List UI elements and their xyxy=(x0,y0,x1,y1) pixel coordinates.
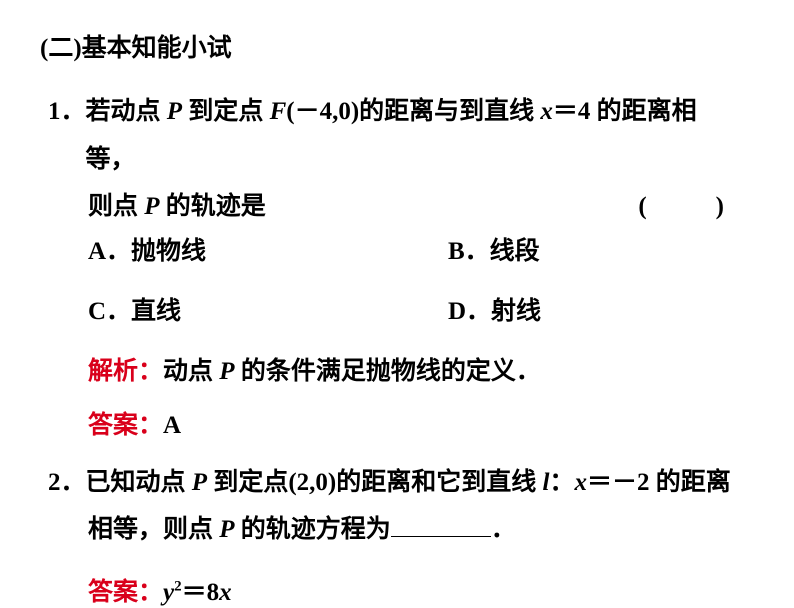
q1-P2: P xyxy=(144,193,159,220)
q2-number: 2． xyxy=(48,459,86,507)
q2-colon: ： xyxy=(549,469,574,496)
q1-options-row2: C．直线 D．射线 xyxy=(48,291,746,327)
q2-l2b: 的轨迹方程为 xyxy=(235,516,391,543)
q2-period: ． xyxy=(491,516,516,543)
q2-t1: 已知动点 xyxy=(86,469,192,496)
q1-t1: 若动点 xyxy=(86,98,167,125)
q2-blank xyxy=(391,517,491,537)
q1-optA: A．抛物线 xyxy=(88,231,448,267)
q1-line2: 则点 P 的轨迹是 ( ) xyxy=(48,183,746,231)
q1-options-row1: A．抛物线 B．线段 xyxy=(48,231,746,267)
q2-line1: 2． 已知动点 P 到定点(2,0)的距离和它到直线 l：x＝－2 的距离 xyxy=(48,459,746,507)
q1-eP: P xyxy=(219,358,234,385)
q1-paren: ( ) xyxy=(638,183,746,231)
q2-y: y xyxy=(163,579,174,606)
q1-t2: 到定点 xyxy=(182,98,270,125)
q2-x: x xyxy=(574,469,587,496)
q2-sq: 2 xyxy=(174,578,182,594)
q2-P: P xyxy=(192,469,207,496)
q1-l2a: 则点 xyxy=(88,193,144,220)
q1-F: F xyxy=(270,98,287,125)
section-heading: (二)基本知能小试 xyxy=(40,28,746,64)
q1-t3: (－4,0)的距离与到直线 xyxy=(286,98,540,125)
q1-P: P xyxy=(167,98,182,125)
q1-text: 若动点 P 到定点 F(－4,0)的距离与到直线 x＝4 的距离相等， xyxy=(86,88,746,183)
q2-line2: 相等，则点 P 的轨迹方程为 ． xyxy=(48,506,746,554)
q2-answer: 答案：y2＝8x xyxy=(48,572,746,608)
q1-line1: 1． 若动点 P 到定点 F(－4,0)的距离与到直线 x＝4 的距离相等， xyxy=(48,88,746,183)
q2-t2: 到定点(2,0)的距离和它到直线 xyxy=(207,469,542,496)
q1-eb: 的条件满足抛物线的定义． xyxy=(235,358,541,385)
q1-ea: 动点 xyxy=(163,358,219,385)
q1-l2-text: 则点 P 的轨迹是 xyxy=(88,183,266,231)
q2-eq: ＝8 xyxy=(182,579,220,606)
q1-optD: D．射线 xyxy=(448,291,541,327)
q2-x2: x xyxy=(219,579,232,606)
q1-number: 1． xyxy=(48,88,86,183)
q2-l2a: 相等，则点 xyxy=(88,516,219,543)
q1-x: x xyxy=(540,98,553,125)
q1-expl-label: 解析： xyxy=(88,358,163,385)
q2-text: 已知动点 P 到定点(2,0)的距离和它到直线 l：x＝－2 的距离 xyxy=(86,459,746,507)
q2-P2: P xyxy=(219,516,234,543)
q1-optB: B．线段 xyxy=(448,231,540,267)
q1-answer: 答案：A xyxy=(48,405,746,441)
q1-optC: C．直线 xyxy=(88,291,448,327)
q1-explanation: 解析：动点 P 的条件满足抛物线的定义． xyxy=(48,351,746,387)
q2-t3: ＝－2 的距离 xyxy=(587,469,731,496)
q2-ans-label: 答案： xyxy=(88,579,163,606)
q1-ans-label: 答案： xyxy=(88,412,163,439)
q1-ans: A xyxy=(163,412,181,439)
q1-l2b: 的轨迹是 xyxy=(160,193,266,220)
